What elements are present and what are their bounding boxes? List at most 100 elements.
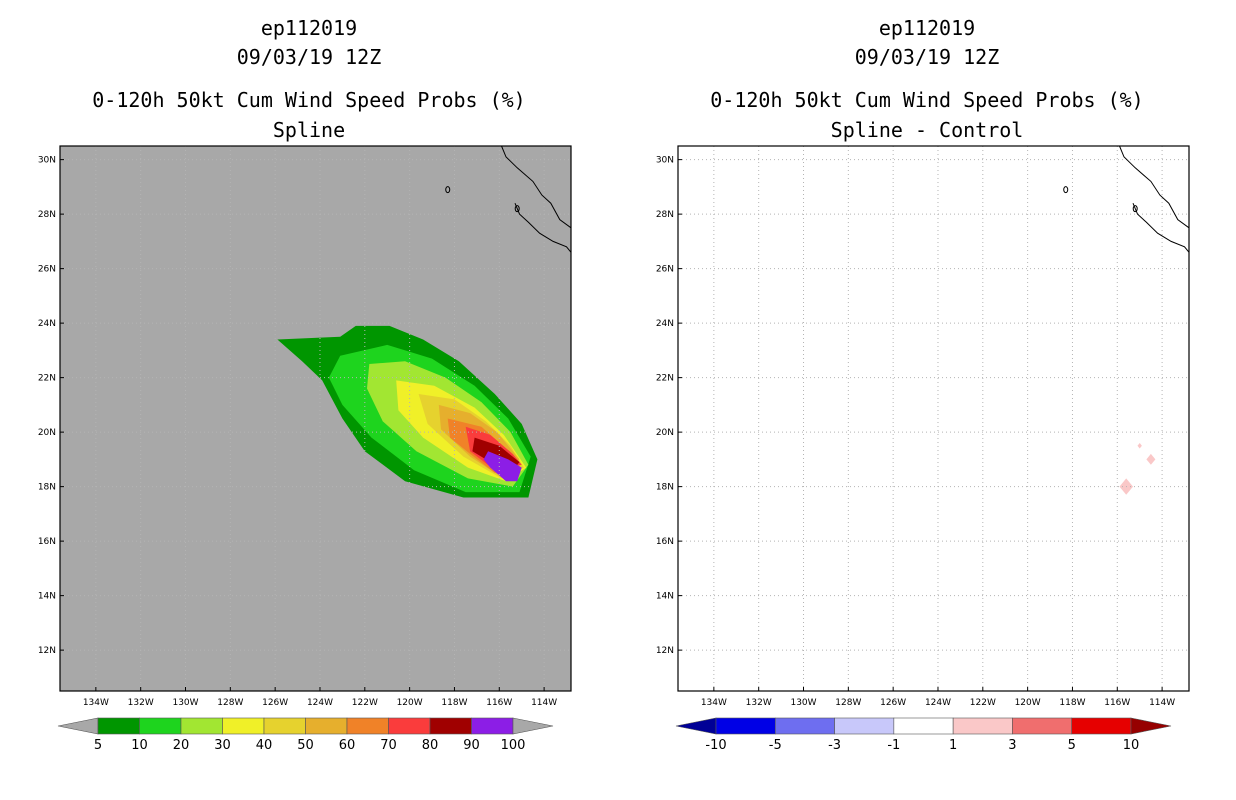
y-tick-label: 16N bbox=[38, 537, 56, 547]
y-tick-label: 20N bbox=[656, 428, 674, 438]
chart-title-method: Spline - Control bbox=[830, 118, 1024, 142]
colorbar-over-arrow bbox=[512, 717, 554, 735]
chart-title-date: 09/03/19 12Z bbox=[236, 45, 382, 69]
colorbar-under-arrow bbox=[675, 717, 717, 735]
colorbar-swatch bbox=[1012, 717, 1073, 735]
x-tick-label: 124W bbox=[925, 698, 951, 708]
colorbar-swatch bbox=[893, 717, 954, 735]
y-tick-label: 20N bbox=[38, 428, 56, 438]
y-tick-label: 26N bbox=[656, 265, 674, 275]
colorbar-label: 60 bbox=[339, 738, 356, 753]
chart-title-product: 0-120h 50kt Cum Wind Speed Probs (%) bbox=[92, 88, 526, 112]
contour-1 bbox=[1137, 443, 1142, 449]
island bbox=[514, 205, 520, 213]
colorbar-label: 10 bbox=[1123, 738, 1140, 753]
y-tick-label: 22N bbox=[656, 374, 674, 384]
colorbar-swatch bbox=[471, 717, 514, 735]
colorbar-swatch bbox=[388, 717, 431, 735]
colorbar-label: 50 bbox=[297, 738, 314, 753]
contour-90 bbox=[483, 451, 522, 482]
chart-title-method: Spline bbox=[272, 118, 346, 142]
y-tick-label: 24N bbox=[38, 319, 56, 329]
colorbar-swatch bbox=[97, 717, 140, 735]
y-tick-label: 28N bbox=[38, 210, 56, 220]
x-tick-label: 134W bbox=[701, 698, 727, 708]
colorbar-swatch bbox=[180, 717, 223, 735]
x-tick-label: 118W bbox=[1059, 698, 1085, 708]
coastline bbox=[1132, 203, 1190, 253]
x-tick-label: 122W bbox=[352, 698, 378, 708]
coastline bbox=[1119, 145, 1190, 229]
island bbox=[1132, 205, 1138, 213]
y-tick-label: 12N bbox=[38, 646, 56, 656]
x-tick-label: 118W bbox=[441, 698, 467, 708]
colorbar-swatch bbox=[774, 717, 835, 735]
y-tick-label: 26N bbox=[38, 265, 56, 275]
plot-area bbox=[678, 146, 1189, 691]
colorbar-label: -1 bbox=[887, 738, 900, 753]
colorbar-label: 1 bbox=[949, 738, 957, 753]
plot-frame bbox=[59, 145, 572, 692]
colorbar-label: 5 bbox=[94, 738, 102, 753]
chart-title-product: 0-120h 50kt Cum Wind Speed Probs (%) bbox=[710, 88, 1144, 112]
colorbar-label: 30 bbox=[214, 738, 231, 753]
colorbar-over-arrow bbox=[1130, 717, 1172, 735]
chart-title-date: 09/03/19 12Z bbox=[854, 45, 1000, 69]
x-tick-label: 126W bbox=[262, 698, 288, 708]
chart-title-storm-id: ep112019 bbox=[260, 16, 358, 40]
colorbar-swatch bbox=[952, 717, 1013, 735]
colorbar-swatch bbox=[715, 717, 776, 735]
island bbox=[445, 186, 451, 194]
colorbar-swatch bbox=[139, 717, 182, 735]
colorbar-under-arrow bbox=[57, 717, 99, 735]
x-tick-label: 128W bbox=[217, 698, 243, 708]
colorbar-swatch bbox=[222, 717, 265, 735]
island bbox=[1063, 186, 1069, 194]
colorbar-label: -5 bbox=[769, 738, 782, 753]
colorbar-label: 20 bbox=[173, 738, 190, 753]
x-tick-label: 130W bbox=[790, 698, 816, 708]
colorbar-label: 5 bbox=[1068, 738, 1076, 753]
colorbar-label: 40 bbox=[256, 738, 273, 753]
x-tick-label: 128W bbox=[835, 698, 861, 708]
y-tick-label: 12N bbox=[656, 646, 674, 656]
panel-spline: ep112019 09/03/19 12Z 0-120h 50kt Cum Wi… bbox=[38, 16, 572, 753]
x-tick-label: 114W bbox=[1149, 698, 1175, 708]
y-tick-label: 30N bbox=[38, 156, 56, 166]
colorbar-swatch bbox=[346, 717, 389, 735]
x-tick-label: 114W bbox=[531, 698, 557, 708]
x-tick-label: 132W bbox=[128, 698, 154, 708]
y-tick-label: 30N bbox=[656, 156, 674, 166]
y-tick-label: 18N bbox=[38, 483, 56, 493]
y-tick-label: 14N bbox=[38, 592, 56, 602]
colorbar-label: 70 bbox=[380, 738, 397, 753]
plot-frame bbox=[677, 145, 1190, 692]
chart-spline: 134W 132W 130W 128W 126W 124W 122W 120W 118W 116W… bbox=[38, 145, 572, 753]
chart-title-storm-id: ep112019 bbox=[878, 16, 976, 40]
colorbar-label: 90 bbox=[463, 738, 480, 753]
y-tick-label: 22N bbox=[38, 374, 56, 384]
chart-spline-minus-control: 134W 132W 130W 128W 126W 124W 122W 120W 118W 116W… bbox=[656, 145, 1190, 753]
y-tick-label: 16N bbox=[656, 537, 674, 547]
contour-1 bbox=[1146, 453, 1156, 465]
colorbar-swatch bbox=[305, 717, 348, 735]
y-tick-label: 28N bbox=[656, 210, 674, 220]
x-tick-label: 130W bbox=[172, 698, 198, 708]
y-tick-label: 18N bbox=[656, 483, 674, 493]
coastline bbox=[501, 145, 572, 229]
x-tick-label: 120W bbox=[397, 698, 423, 708]
colorbar-label: 100 bbox=[501, 738, 526, 753]
y-tick-label: 24N bbox=[656, 319, 674, 329]
colorbar-swatch bbox=[263, 717, 306, 735]
colorbar-label: 80 bbox=[422, 738, 439, 753]
x-tick-label: 124W bbox=[307, 698, 333, 708]
colorbar-label: -3 bbox=[828, 738, 841, 753]
colorbar-swatch bbox=[834, 717, 895, 735]
x-tick-label: 122W bbox=[970, 698, 996, 708]
colorbar-label: 3 bbox=[1008, 738, 1016, 753]
x-tick-label: 134W bbox=[83, 698, 109, 708]
panel-spline-control: ep112019 09/03/19 12Z 0-120h 50kt Cum Wi… bbox=[618, 0, 1236, 800]
x-tick-label: 116W bbox=[1104, 698, 1130, 708]
x-tick-label: 126W bbox=[880, 698, 906, 708]
coastline bbox=[514, 203, 572, 253]
